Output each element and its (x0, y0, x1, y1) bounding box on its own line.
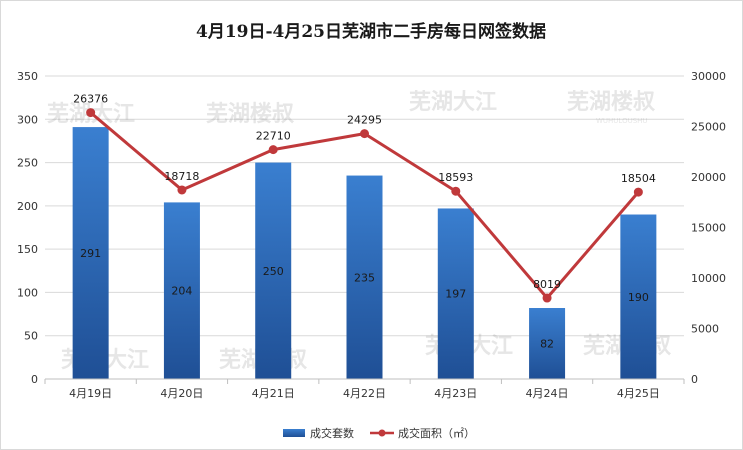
watermark-top: 芜湖大江 芜湖楼叔 WUHULOUSHU (409, 90, 656, 125)
axes: 0 50 100 150 200 250 300 350 0 5000 10000 15000 2000… (17, 70, 726, 400)
y-right-tick-label: 5000 (691, 323, 719, 336)
line-data-label: 18593 (438, 171, 473, 184)
watermark-cn-1: 芜湖大江 (409, 90, 497, 115)
y-left-tick-label: 250 (17, 157, 38, 170)
x-tick-label: 4月25日 (617, 387, 660, 400)
bar (346, 175, 383, 379)
line-point (451, 186, 461, 196)
bar-data-label: 190 (628, 291, 649, 304)
legend-bar-swatch (283, 429, 305, 437)
bar (529, 308, 566, 379)
x-tick-label: 4月21日 (252, 387, 295, 400)
line-point (86, 108, 96, 118)
line-point (177, 185, 187, 195)
watermark-cn-2: 芜湖楼叔 (567, 90, 656, 115)
bar (437, 208, 474, 379)
y-right-tick-label: 20000 (691, 171, 726, 184)
line-point (268, 145, 278, 155)
y-left-tick-label: 50 (24, 330, 38, 343)
chart-title: 4月19日-4月25日芜湖市二手房每日网签数据 (196, 21, 546, 42)
line-data-label: 24295 (347, 114, 382, 127)
y-left-tick-label: 100 (17, 286, 38, 299)
y-right-tick-label: 10000 (691, 272, 726, 285)
y-right-tick-label: 15000 (691, 222, 726, 235)
watermark-logo: 芜湖大江 芜湖楼叔 WUHULOUSHU 芜湖大江 芜湖楼叔 芜湖大江 芜湖楼叔… (47, 90, 672, 373)
watermark-cn-4: 芜湖楼叔 (206, 102, 295, 127)
y-left-tick-label: 350 (17, 70, 38, 83)
y-left-tick-label: 200 (17, 200, 38, 213)
x-tick-label: 4月23日 (434, 387, 477, 400)
line-data-label: 26376 (73, 93, 108, 106)
line-data-label: 18504 (621, 172, 656, 185)
line-point (542, 293, 552, 303)
line-point (360, 129, 369, 139)
y-left-tick-label: 150 (17, 243, 38, 256)
bar-data-label: 235 (354, 271, 375, 284)
line-data-label: 22710 (256, 130, 291, 143)
bar-series: 291 204 250 235 197 82 190 (72, 127, 657, 379)
x-tick-label: 4月19日 (69, 387, 112, 400)
x-tick-label: 4月22日 (343, 387, 386, 400)
watermark-left-top: 芜湖大江 芜湖楼叔 (47, 102, 295, 127)
bar (620, 214, 657, 379)
line-data-label: 18718 (164, 170, 199, 183)
bar-data-label: 204 (171, 285, 192, 298)
x-tick-label: 4月24日 (526, 387, 569, 400)
bar-data-label: 250 (263, 265, 284, 278)
bar-data-label: 197 (445, 288, 466, 301)
legend-line-label: 成交面积（㎡） (398, 426, 475, 440)
line-data-label: 8019 (533, 278, 561, 291)
legend-bar-label: 成交套数 (310, 426, 354, 440)
y-right-tick-label: 0 (691, 373, 698, 386)
y-left-tick-label: 300 (17, 113, 38, 126)
x-tick-label: 4月20日 (160, 387, 203, 400)
y-right-tick-label: 30000 (691, 70, 726, 83)
y-right-tick-label: 25000 (691, 121, 726, 134)
y-left-tick-label: 0 (31, 373, 38, 386)
bar-data-label: 82 (540, 338, 554, 351)
line-series: 26376 18718 22710 24295 18593 8019 18504 (73, 93, 656, 303)
bar (163, 202, 200, 379)
bar (255, 162, 292, 379)
bar (72, 127, 109, 379)
line-point (633, 187, 643, 197)
bar-data-label: 291 (80, 247, 101, 260)
watermark-en: WUHULOUSHU (596, 117, 648, 125)
legend: 成交套数 成交面积（㎡） (283, 426, 475, 440)
legend-line-marker (378, 429, 386, 437)
